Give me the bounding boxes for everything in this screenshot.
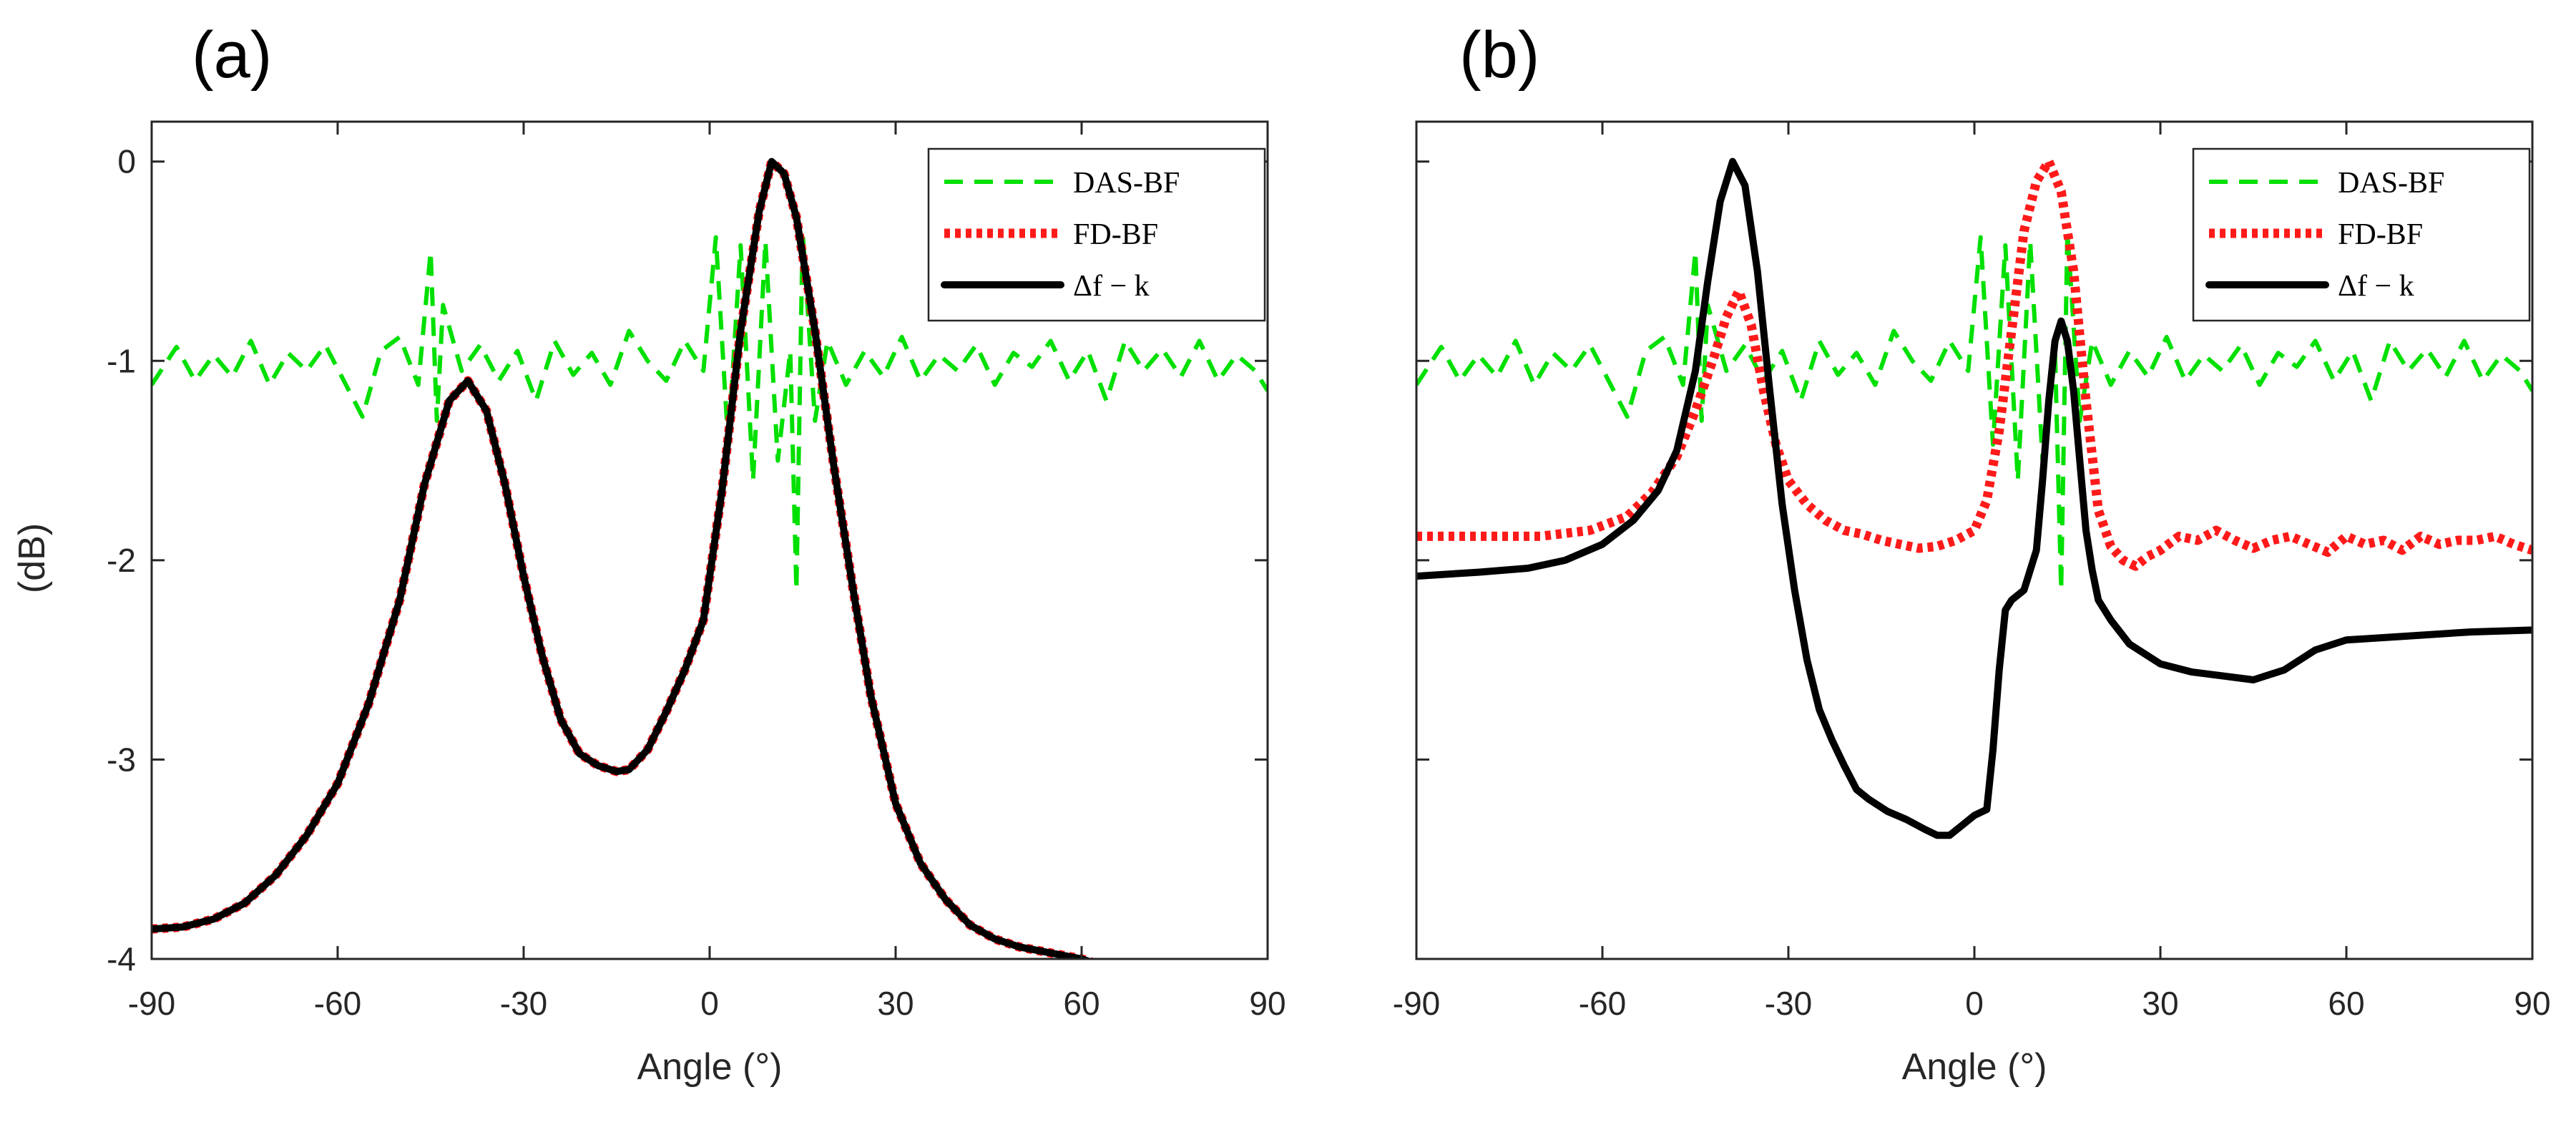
panel-a: (a) -90 -60 -30 0 30 60 90 -4 -3 -2 -1 0 Angle (°)…: [107, 19, 1285, 1088]
x-tick-label-b: 90: [2514, 985, 2550, 1022]
legend-label-dashed-b: DAS-BF: [2338, 167, 2444, 200]
panel-label-a: (a): [192, 19, 272, 92]
x-axis-title-a: Angle (°): [637, 1046, 783, 1088]
series-dotted-line-b: [1416, 157, 2532, 571]
x-tick-label-b: -90: [1393, 985, 1440, 1022]
y-tick-label-a: 0: [117, 143, 136, 180]
x-tick-label-b: 30: [2142, 985, 2178, 1022]
y-tick-label-a: -4: [107, 940, 136, 978]
x-tick-label-a: 90: [1249, 985, 1285, 1022]
x-tick-label-b: 60: [2328, 985, 2364, 1022]
x-tick-label-a: 0: [700, 985, 719, 1022]
x-tick-label-a: -90: [128, 985, 175, 1022]
x-tick-label-a: 60: [1063, 985, 1100, 1022]
legend-label-dotted-b: FD-BF: [2338, 218, 2423, 251]
x-tick-label-a: 30: [877, 985, 914, 1022]
y-tick-label-a: -2: [107, 542, 136, 579]
x-tick-label-b: -60: [1579, 985, 1626, 1022]
x-tick-label-a: -30: [500, 985, 547, 1022]
legend-box-b: [2192, 147, 2531, 322]
legend-label-dashed-a: DAS-BF: [1073, 167, 1180, 200]
x-tick-label-b: -30: [1765, 985, 1812, 1022]
legend-label-solid-b: Δf − k: [2338, 270, 2414, 303]
legend-label-solid-a: Δf − k: [1073, 270, 1150, 303]
x-tick-label-a: -60: [314, 985, 361, 1022]
x-axis-title-b: Angle (°): [1902, 1046, 2047, 1088]
y-tick-label-a: -3: [107, 741, 136, 778]
panel-label-b: (b): [1459, 19, 1539, 92]
panel-b: (b) -90 -60 -30 0 30 60 90 Angle (°) DAS-BF FD-…: [1393, 19, 2551, 1088]
legend-box-a: [927, 147, 1266, 322]
series-solid-line-a: [152, 157, 1094, 959]
series-solid-line-b: [1416, 157, 2532, 839]
x-tick-label-b: 0: [1965, 985, 1984, 1022]
legend-a: DAS-BF FD-BF Δf − k: [927, 147, 1266, 322]
legend-label-dotted-a: FD-BF: [1073, 218, 1158, 251]
y-axis-title: (dB): [11, 523, 53, 593]
series-dashed-line-b: [1416, 229, 2532, 593]
legend-b: DAS-BF FD-BF Δf − k: [2192, 147, 2531, 322]
y-tick-label-a: -1: [107, 342, 136, 379]
